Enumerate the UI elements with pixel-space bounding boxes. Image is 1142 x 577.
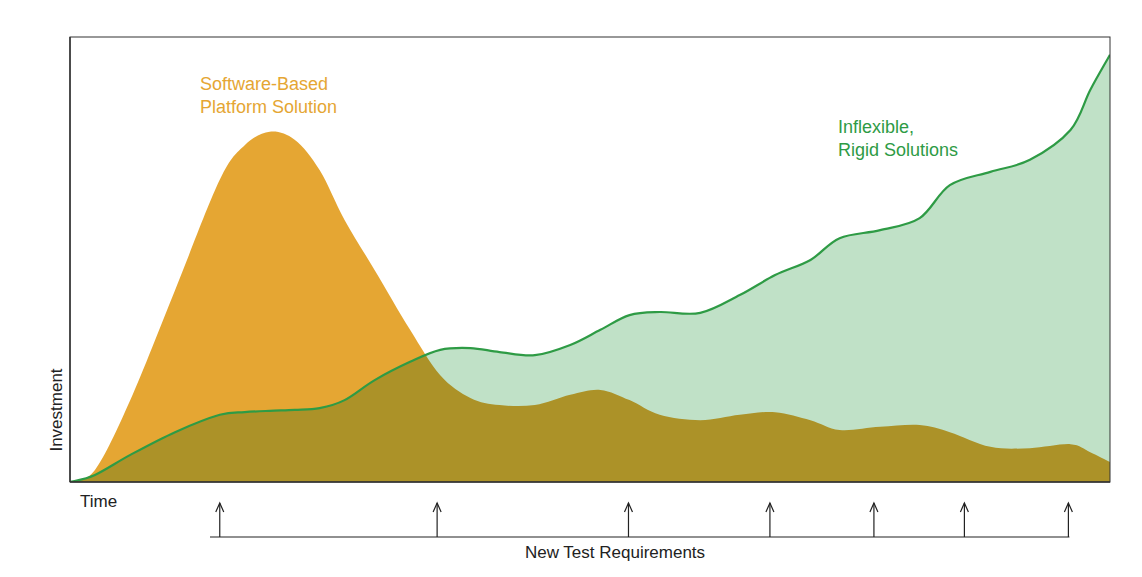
requirement-arrow	[769, 503, 770, 537]
requirement-label: New Test Requirements	[525, 543, 705, 562]
series-label-line: Platform Solution	[200, 97, 337, 117]
requirement-arrow	[873, 503, 874, 537]
chart: Software-Based Platform Solution Inflexibl…	[0, 0, 1142, 577]
requirement-arrow	[964, 503, 965, 537]
requirement-arrowhead	[870, 503, 878, 512]
requirement-arrow	[628, 503, 629, 537]
plot-frame	[70, 37, 1110, 482]
series-label-line: Software-Based	[200, 74, 328, 94]
series-label: Inflexible, Rigid Solutions	[838, 117, 958, 160]
requirement-baseline	[210, 536, 1069, 537]
x-axis-label: Time	[80, 492, 117, 511]
requirement-arrow	[1068, 503, 1069, 537]
plot-area	[70, 55, 1110, 482]
line	[70, 55, 1110, 482]
series-label: Software-Based Platform Solution	[200, 74, 337, 117]
requirement-arrowhead	[766, 503, 774, 512]
requirement-arrow	[219, 503, 220, 537]
y-axis	[69, 37, 71, 482]
requirement-arrowhead	[433, 503, 441, 512]
y-axis-label: Investment	[47, 368, 66, 451]
requirement-arrowhead	[624, 503, 632, 512]
requirement-arrowhead	[216, 503, 224, 512]
requirement-arrowhead	[960, 503, 968, 512]
requirement-arrows	[210, 503, 1072, 537]
requirement-arrow	[437, 503, 438, 537]
x-axis	[70, 481, 1110, 483]
series-label-line: Inflexible,	[838, 117, 914, 137]
requirement-arrowhead	[1064, 503, 1072, 512]
series-label-line: Rigid Solutions	[838, 140, 958, 160]
area	[70, 55, 1110, 482]
